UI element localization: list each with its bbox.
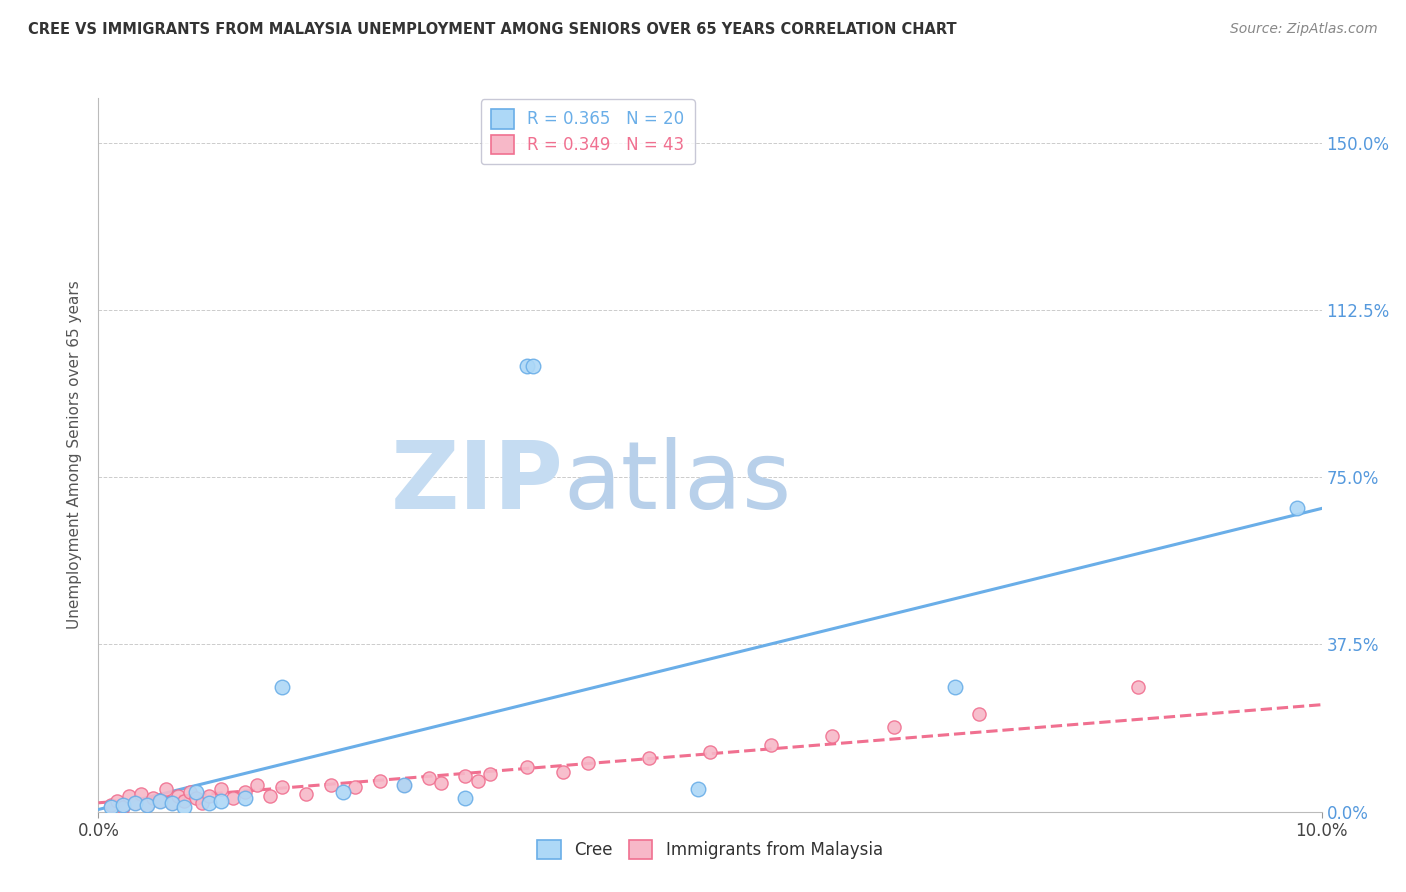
Point	[270, 680, 294, 694]
Point	[233, 791, 256, 805]
Point	[233, 785, 256, 799]
Point	[516, 359, 538, 373]
Point	[160, 796, 183, 810]
Point	[124, 796, 146, 810]
Point	[142, 791, 165, 805]
Point	[967, 706, 990, 721]
Point	[173, 794, 195, 808]
Point	[454, 791, 477, 805]
Point	[943, 680, 966, 694]
Point	[821, 729, 844, 743]
Point	[295, 787, 318, 801]
Point	[167, 789, 190, 803]
Point	[478, 766, 501, 781]
Text: Source: ZipAtlas.com: Source: ZipAtlas.com	[1230, 22, 1378, 37]
Point	[160, 796, 183, 810]
Text: ZIP: ZIP	[391, 437, 564, 530]
Point	[136, 797, 159, 812]
Point	[111, 797, 134, 812]
Point	[430, 775, 453, 790]
Point	[332, 785, 354, 799]
Point	[105, 794, 128, 808]
Point	[222, 791, 245, 805]
Point	[191, 796, 214, 810]
Point	[173, 800, 195, 814]
Point	[1128, 680, 1150, 694]
Point	[699, 744, 721, 758]
Point	[124, 796, 146, 810]
Point	[522, 359, 544, 373]
Point	[638, 751, 661, 765]
Point	[1286, 501, 1309, 516]
Point	[270, 780, 294, 794]
Point	[197, 789, 219, 803]
Point	[186, 785, 208, 799]
Point	[553, 764, 575, 779]
Point	[100, 797, 122, 812]
Point	[392, 778, 416, 792]
Point	[155, 782, 177, 797]
Point	[100, 800, 122, 814]
Point	[197, 796, 219, 810]
Point	[761, 738, 783, 752]
Y-axis label: Unemployment Among Seniors over 65 years: Unemployment Among Seniors over 65 years	[67, 281, 83, 629]
Point	[149, 794, 172, 808]
Point	[576, 756, 599, 770]
Point	[392, 778, 416, 792]
Legend: Cree, Immigrants from Malaysia: Cree, Immigrants from Malaysia	[529, 831, 891, 868]
Point	[454, 769, 477, 783]
Point	[516, 760, 538, 774]
Point	[179, 785, 201, 799]
Point	[118, 789, 141, 803]
Point	[467, 773, 489, 788]
Point	[111, 800, 134, 814]
Text: atlas: atlas	[564, 437, 792, 530]
Point	[368, 773, 391, 788]
Point	[136, 797, 159, 812]
Point	[686, 782, 709, 797]
Point	[883, 720, 905, 734]
Point	[209, 794, 232, 808]
Point	[319, 778, 342, 792]
Text: CREE VS IMMIGRANTS FROM MALAYSIA UNEMPLOYMENT AMONG SENIORS OVER 65 YEARS CORREL: CREE VS IMMIGRANTS FROM MALAYSIA UNEMPLO…	[28, 22, 956, 37]
Point	[129, 787, 152, 801]
Point	[186, 791, 208, 805]
Point	[246, 778, 269, 792]
Point	[418, 771, 440, 786]
Point	[149, 794, 172, 808]
Point	[209, 782, 232, 797]
Point	[344, 780, 367, 794]
Point	[259, 789, 281, 803]
